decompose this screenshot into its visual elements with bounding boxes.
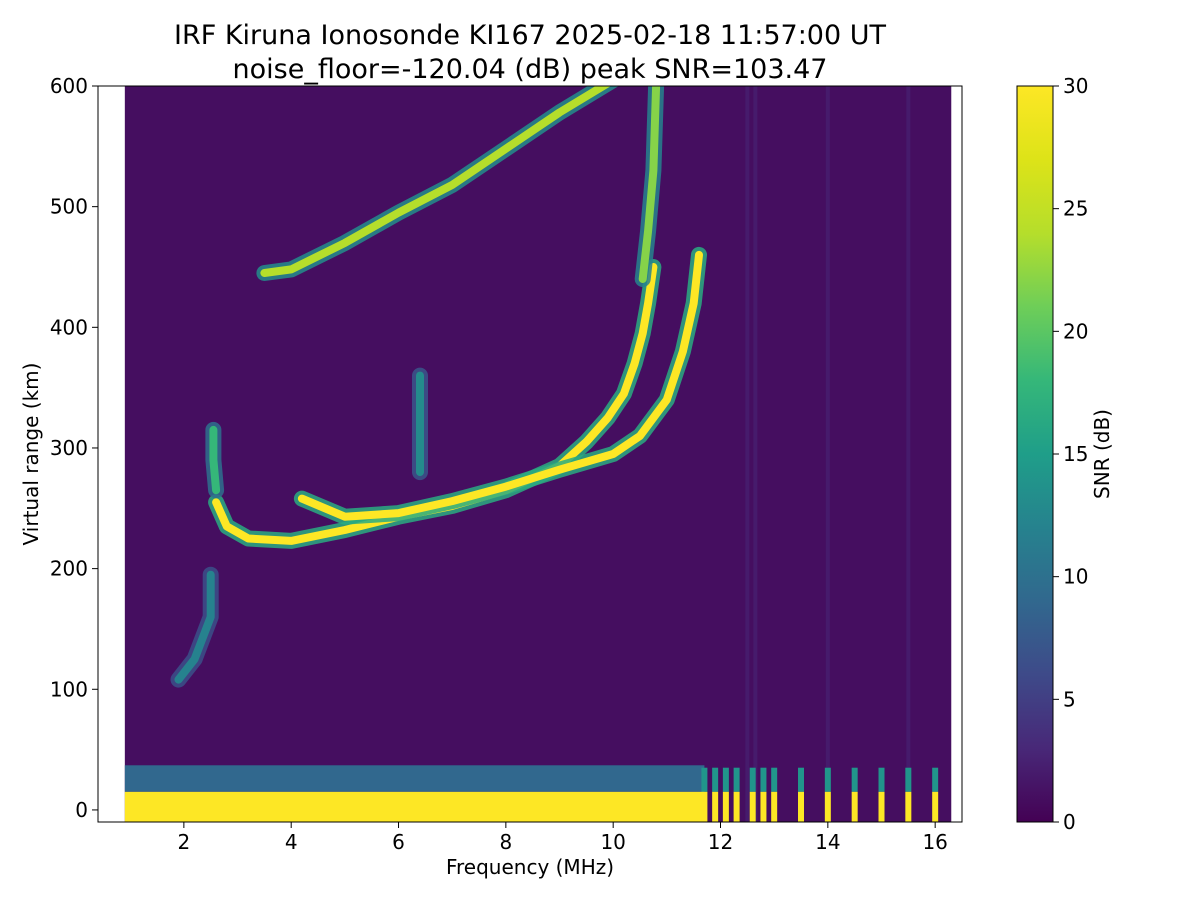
channel-clutter [701, 767, 708, 792]
channel-echo [749, 791, 756, 822]
y-tick-label: 0 [75, 798, 88, 822]
channel-clutter [932, 767, 939, 792]
channel-clutter [760, 767, 767, 792]
channel-clutter [905, 767, 912, 792]
y-tick-label: 200 [50, 557, 88, 581]
noise-column [825, 86, 830, 822]
plot-area: 2 4 6 8 10 12 14 16 0 100 200 300 400 500 600 [50, 74, 963, 854]
colorbar-gradient [1016, 85, 1054, 823]
x-tick-label: 8 [499, 830, 512, 854]
channel-clutter [851, 767, 858, 792]
colorbar-tick-label: 20 [1063, 319, 1088, 343]
channel-clutter [771, 767, 778, 792]
channel-echo [824, 791, 831, 822]
channel-clutter [733, 767, 740, 792]
y-axis-label: Virtual range (km) [19, 363, 43, 546]
chart-title-line-1: IRF Kiruna Ionosonde KI167 2025-02-18 11… [174, 20, 887, 51]
snr-background [124, 86, 952, 822]
echo-trace [174, 570, 215, 684]
colorbar-tick-label: 5 [1063, 687, 1076, 711]
channel-clutter [798, 767, 805, 792]
echo-trace [297, 250, 703, 521]
ground-echo-band [124, 791, 705, 822]
x-axis-label: Frequency (MHz) [446, 855, 614, 879]
x-tick-label: 14 [815, 830, 840, 854]
y-tick-label: 300 [50, 436, 88, 460]
channel-echo [798, 791, 805, 822]
noise-column [753, 86, 758, 822]
x-axis-ticks: 2 4 6 8 10 12 14 16 [177, 822, 948, 854]
y-tick-label: 500 [50, 195, 88, 219]
channel-echo [771, 791, 778, 822]
echo-trace [260, 86, 612, 277]
colorbar-tick-label: 15 [1063, 442, 1088, 466]
channel-clutter [824, 767, 831, 792]
ground-clutter-band [124, 765, 705, 792]
channel-echo [878, 791, 885, 822]
x-tick-label: 12 [708, 830, 733, 854]
x-tick-label: 4 [285, 830, 298, 854]
colorbar-tick-label: 10 [1063, 565, 1088, 589]
plot-frame [97, 85, 963, 823]
colorbar: 0 5 10 15 20 25 30 SNR (dB) [1016, 74, 1114, 834]
chart-title-line-2: noise_floor=-120.04 (dB) peak SNR=103.47 [233, 54, 828, 85]
channel-echo [760, 791, 767, 822]
channel-clutter [722, 767, 729, 792]
channel-echo [851, 791, 858, 822]
channel-echo [722, 791, 729, 822]
colorbar-tick-label: 30 [1063, 74, 1088, 98]
channel-echo [712, 791, 719, 822]
y-tick-label: 400 [50, 315, 88, 339]
x-tick-label: 2 [177, 830, 190, 854]
noise-column [906, 86, 911, 822]
x-tick-label: 10 [600, 830, 625, 854]
channel-echo [701, 791, 708, 822]
colorbar-tick-label: 0 [1063, 810, 1076, 834]
echo-trace [638, 86, 661, 283]
y-axis-ticks: 0 100 200 300 400 500 600 [50, 74, 98, 822]
x-tick-label: 16 [922, 830, 947, 854]
channel-clutter [712, 767, 719, 792]
channel-echo [733, 791, 740, 822]
x-tick-label: 6 [392, 830, 405, 854]
channel-echo [932, 791, 939, 822]
echo-trace [209, 425, 221, 495]
colorbar-label: SNR (dB) [1090, 409, 1114, 499]
noise-column [745, 86, 750, 822]
snr-heatmap [124, 86, 952, 822]
colorbar-ticks: 0 5 10 15 20 25 30 [1053, 74, 1088, 834]
channel-clutter [749, 767, 756, 792]
channel-echo [905, 791, 912, 822]
y-tick-label: 600 [50, 74, 88, 98]
y-tick-label: 100 [50, 677, 88, 701]
channel-clutter [878, 767, 885, 792]
colorbar-tick-label: 25 [1063, 197, 1088, 221]
